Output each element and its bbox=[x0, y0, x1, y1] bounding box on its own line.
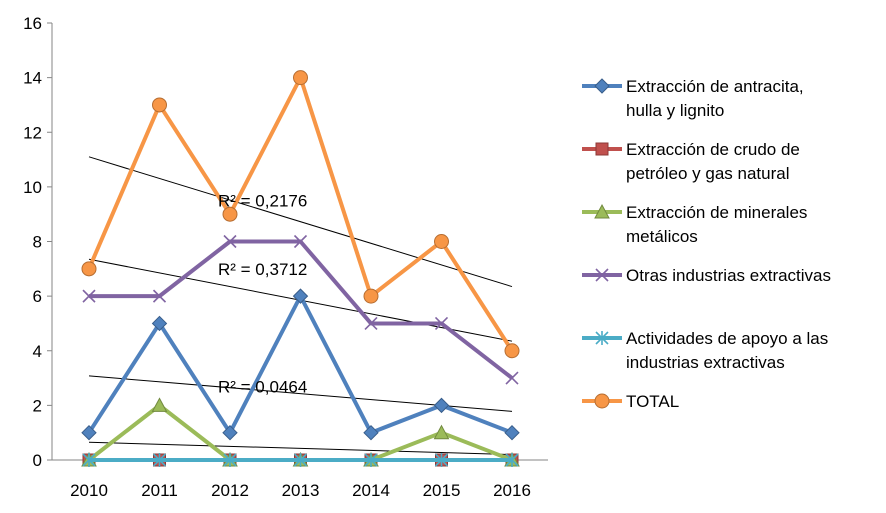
legend-entry: Extracción de minerales metálicos bbox=[582, 203, 807, 246]
x-tick-label: 2013 bbox=[282, 481, 320, 500]
data-point bbox=[433, 424, 450, 440]
r2-labels: R² = 0,2176 R² = 0,3712 R² = 0,0464 bbox=[218, 192, 307, 397]
data-point bbox=[293, 70, 308, 86]
data-point bbox=[364, 453, 378, 467]
legend-label: metálicos bbox=[626, 227, 698, 246]
data-point bbox=[82, 453, 96, 467]
trendline bbox=[88, 441, 513, 456]
y-tick-label: 0 bbox=[33, 451, 42, 470]
x-tick-label: 2012 bbox=[211, 481, 249, 500]
y-tick-label: 4 bbox=[33, 342, 42, 361]
data-point bbox=[82, 289, 96, 303]
x-marker-stroke bbox=[595, 268, 609, 282]
data-point bbox=[293, 453, 308, 467]
series-group bbox=[81, 70, 520, 467]
x-marker-stroke bbox=[505, 371, 519, 385]
x-tick-label: 2014 bbox=[352, 481, 390, 500]
data-point bbox=[152, 97, 167, 113]
y-tick-label: 2 bbox=[33, 396, 42, 415]
data-point bbox=[505, 453, 519, 467]
data-point bbox=[151, 397, 168, 412]
data-point bbox=[151, 315, 168, 332]
x-marker-stroke bbox=[82, 289, 96, 303]
y-tick-label: 8 bbox=[33, 233, 42, 252]
series bbox=[81, 70, 520, 359]
data-point bbox=[293, 234, 308, 249]
data-point bbox=[223, 234, 237, 249]
y-tick-label: 12 bbox=[23, 123, 42, 142]
legend-entry: Extracción de antracita, hulla y lignito bbox=[582, 77, 804, 120]
data-point bbox=[222, 206, 238, 222]
data-point bbox=[594, 393, 610, 409]
series-line bbox=[87, 75, 514, 352]
data-point bbox=[152, 289, 167, 303]
data-point bbox=[594, 203, 610, 219]
data-point bbox=[363, 288, 379, 304]
data-point bbox=[364, 316, 378, 331]
trendline bbox=[88, 156, 513, 288]
y-tick-label: 6 bbox=[33, 287, 42, 306]
legend-label: industrias extractivas bbox=[626, 353, 785, 372]
data-point bbox=[595, 331, 609, 345]
data-point bbox=[434, 316, 449, 331]
x-tick-label: 2010 bbox=[70, 481, 108, 500]
legend-label: Extracción de antracita, bbox=[626, 77, 804, 96]
y-tick-label: 14 bbox=[23, 69, 42, 88]
data-point bbox=[595, 268, 609, 282]
legend: Extracción de antracita,hulla y lignito … bbox=[582, 77, 831, 411]
legend-label: Actividades de apoyo a las bbox=[626, 329, 828, 348]
x-marker-stroke bbox=[152, 289, 167, 303]
data-point bbox=[152, 453, 167, 467]
data-point bbox=[222, 424, 238, 441]
legend-label: hulla y lignito bbox=[626, 101, 724, 120]
legend-entry: Extracción de crudo de petróleo y gas nat… bbox=[582, 140, 800, 183]
data-point bbox=[434, 234, 449, 249]
x-tick-label: 2016 bbox=[493, 481, 531, 500]
legend-label: TOTAL bbox=[626, 392, 679, 411]
legend-label: Extracción de minerales bbox=[626, 203, 807, 222]
series bbox=[81, 288, 520, 441]
data-point bbox=[594, 78, 610, 94]
x-tick-label: 2011 bbox=[141, 481, 178, 500]
legend-entry: Otras industrias extractivas bbox=[582, 266, 831, 285]
legend-entry: TOTAL bbox=[582, 392, 679, 411]
y-tick-label: 10 bbox=[23, 178, 42, 197]
data-point bbox=[504, 343, 520, 359]
data-point bbox=[434, 453, 449, 467]
series bbox=[82, 453, 519, 467]
data-point bbox=[433, 397, 450, 414]
data-point bbox=[595, 142, 609, 156]
data-point bbox=[292, 288, 309, 304]
series-line bbox=[87, 403, 513, 462]
x-marker-stroke bbox=[293, 234, 308, 249]
axes: 0 2 4 6 8 10 12 14 16 2010 2011 2012 2013 2014 2015 201… bbox=[23, 14, 548, 500]
x-tick-label: 2015 bbox=[423, 481, 461, 500]
x-marker-stroke bbox=[223, 234, 237, 249]
data-point bbox=[504, 424, 520, 441]
x-marker-stroke bbox=[364, 316, 378, 331]
data-point bbox=[81, 261, 97, 277]
data-point bbox=[81, 424, 97, 441]
data-point bbox=[223, 453, 237, 467]
x-marker-stroke bbox=[434, 316, 449, 331]
data-point bbox=[505, 371, 519, 385]
r2-label: R² = 0,3712 bbox=[218, 260, 307, 279]
r2-label: R² = 0,2176 bbox=[218, 192, 307, 211]
r2-label: R² = 0,0464 bbox=[218, 377, 307, 396]
legend-entry: Actividades de apoyo a las industrias ext… bbox=[582, 329, 828, 372]
legend-label: petróleo y gas natural bbox=[626, 164, 790, 183]
y-tick-label: 16 bbox=[23, 14, 42, 33]
data-point bbox=[363, 424, 379, 441]
series bbox=[82, 234, 519, 385]
legend-label: Otras industrias extractivas bbox=[626, 266, 831, 285]
legend-label: Extracción de crudo de bbox=[626, 140, 800, 159]
